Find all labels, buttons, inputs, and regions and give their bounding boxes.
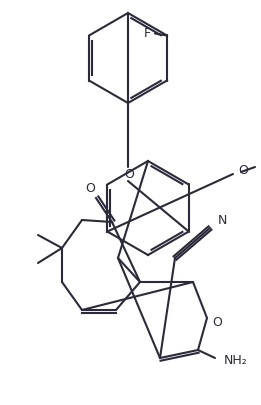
Text: O: O [238,164,248,177]
Text: O: O [212,316,222,330]
Text: NH₂: NH₂ [224,354,248,367]
Text: N: N [217,213,227,226]
Text: O: O [124,168,134,181]
Text: F: F [143,27,151,40]
Text: O: O [85,181,95,194]
